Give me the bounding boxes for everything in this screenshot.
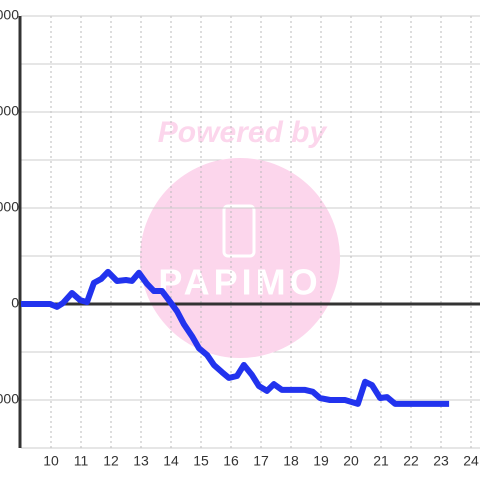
watermark-circle xyxy=(140,158,340,358)
y-tick-label: 6,000 xyxy=(0,7,19,23)
x-tick-label: 19 xyxy=(313,453,329,469)
x-tick-label: 14 xyxy=(163,453,179,469)
data-line xyxy=(21,268,450,407)
x-tick-label: 16 xyxy=(223,453,239,469)
y-tick-label: 0 xyxy=(11,295,19,311)
watermark-title: Powered by xyxy=(158,116,328,149)
x-tick-label: 18 xyxy=(283,453,299,469)
x-tick-label: 11 xyxy=(74,453,89,469)
x-tick-label: 20 xyxy=(343,453,359,469)
x-tick-label: 22 xyxy=(403,453,419,469)
watermark-brand: PAPIMO xyxy=(158,262,321,303)
x-tick-label: 12 xyxy=(103,453,119,469)
x-tick-label: 13 xyxy=(133,453,149,469)
watermark-icon xyxy=(222,204,256,258)
y-tick-label: -2,000 xyxy=(0,391,19,407)
x-tick-label: 10 xyxy=(43,453,59,469)
x-tick-label: 15 xyxy=(193,453,209,469)
x-tick-label: 21 xyxy=(373,453,389,469)
x-tick-label: 23 xyxy=(433,453,449,469)
y-tick-label: 2,000 xyxy=(0,199,19,215)
x-tick-label: 24 xyxy=(463,453,479,469)
y-tick-label: 4,000 xyxy=(0,103,19,119)
x-tick-label: 17 xyxy=(253,453,269,469)
